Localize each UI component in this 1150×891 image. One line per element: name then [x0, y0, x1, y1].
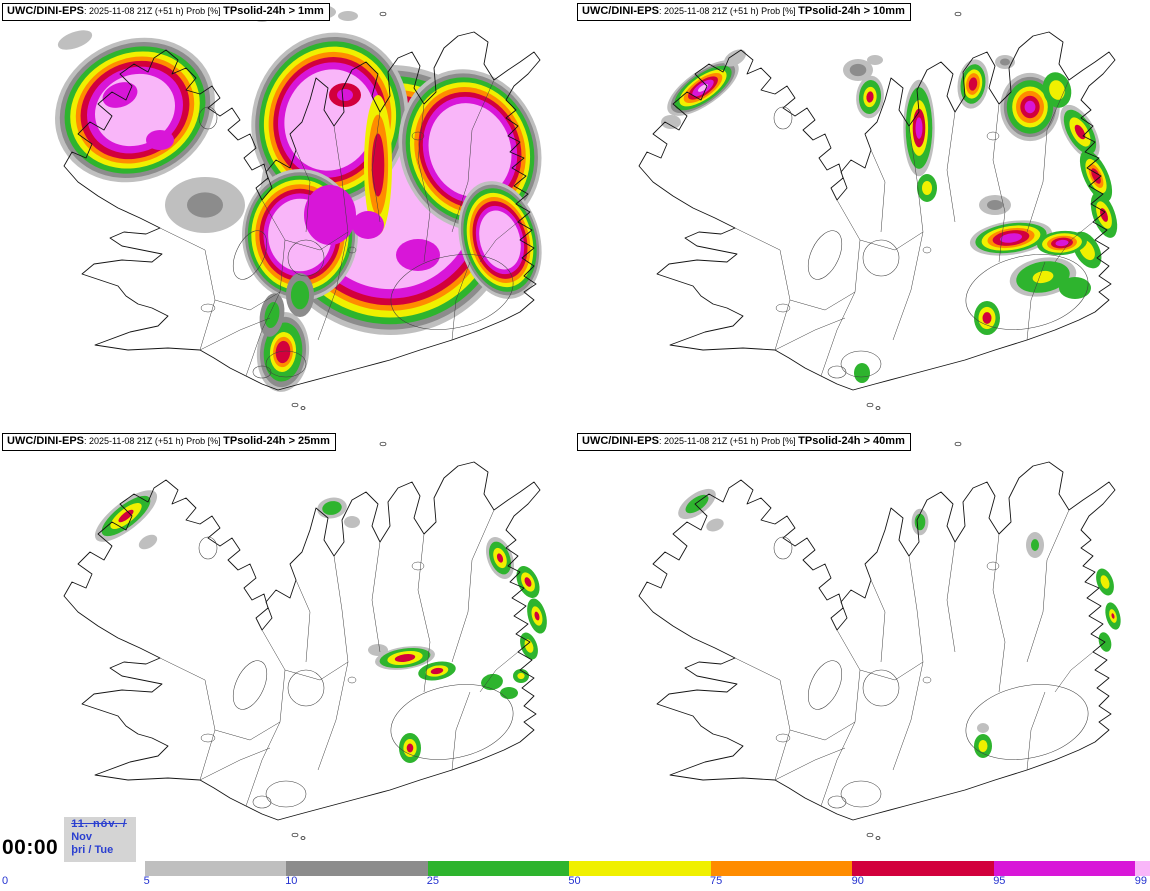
panel-title: UWC/DINI-EPS: 2025-11-08 21Z (+51 h) Pro…: [577, 3, 911, 21]
colorbar-segment: [427, 861, 570, 876]
colorbar-tick-label: 25: [426, 875, 440, 887]
colorbar-tick-label: 50: [568, 875, 581, 887]
colorbar-tick-label: 75: [710, 875, 723, 887]
clock-date: 11. nóv. / Nov þri / Tue: [64, 817, 136, 862]
run-info: : 2025-11-08 21Z (+51 h) Prob [%]: [659, 436, 799, 446]
colorbar-segment: [569, 861, 711, 876]
threshold-label: TPsolid-24h > 10mm: [798, 5, 905, 17]
clock-date-day: 11. nóv. /: [71, 818, 127, 830]
model-name: UWC/DINI-EPS: [582, 5, 659, 17]
colorbar-tick-label: 99: [1134, 875, 1148, 887]
clock-date-weekday: þri / Tue: [71, 844, 114, 856]
colorbar-segment: [852, 861, 994, 876]
colorbar-tick-label: 90: [851, 875, 864, 887]
panel-title: UWC/DINI-EPS: 2025-11-08 21Z (+51 h) Pro…: [2, 3, 330, 21]
iceland-map: [63, 441, 547, 840]
colorbar-segment: [993, 861, 1135, 876]
iceland-map: [55, 3, 542, 410]
iceland-map: [638, 441, 1121, 840]
colorbar-segment: [286, 861, 428, 876]
prob-map-panel-1mm: UWC/DINI-EPS: 2025-11-08 21Z (+51 h) Pro…: [0, 0, 575, 430]
panel-title: UWC/DINI-EPS: 2025-11-08 21Z (+51 h) Pro…: [577, 433, 911, 451]
threshold-label: TPsolid-24h > 1mm: [223, 5, 324, 17]
threshold-label: TPsolid-24h > 25mm: [223, 435, 330, 447]
run-info: : 2025-11-08 21Z (+51 h) Prob [%]: [84, 436, 224, 446]
clock-date-month: Nov: [71, 831, 92, 843]
colorbar-tick-label: 95: [993, 875, 1006, 887]
colorbar-tick-label: 0: [2, 875, 9, 887]
colorbar-tick-label: 10: [285, 875, 298, 887]
colorbar-tick-label: 5: [143, 875, 150, 887]
prob-map-panel-10mm: UWC/DINI-EPS: 2025-11-08 21Z (+51 h) Pro…: [575, 0, 1150, 430]
model-name: UWC/DINI-EPS: [7, 5, 84, 17]
model-name: UWC/DINI-EPS: [582, 435, 659, 447]
run-info: : 2025-11-08 21Z (+51 h) Prob [%]: [659, 6, 799, 16]
probability-colorbar: [145, 861, 1150, 876]
threshold-label: TPsolid-24h > 40mm: [798, 435, 905, 447]
clock-time: 00:00: [2, 836, 59, 859]
model-name: UWC/DINI-EPS: [7, 435, 84, 447]
iceland-map: [638, 11, 1118, 410]
prob-map-panel-40mm: UWC/DINI-EPS: 2025-11-08 21Z (+51 h) Pro…: [575, 430, 1150, 860]
run-info: : 2025-11-08 21Z (+51 h) Prob [%]: [84, 6, 224, 16]
colorbar-segment: [145, 861, 287, 876]
panel-title: UWC/DINI-EPS: 2025-11-08 21Z (+51 h) Pro…: [2, 433, 336, 451]
prob-map-panel-25mm: UWC/DINI-EPS: 2025-11-08 21Z (+51 h) Pro…: [0, 430, 575, 860]
time-display: 00:00 11. nóv. / Nov þri / Tue: [2, 817, 136, 862]
colorbar-overflow-segment: [1134, 861, 1150, 876]
colorbar-segment: [710, 861, 853, 876]
